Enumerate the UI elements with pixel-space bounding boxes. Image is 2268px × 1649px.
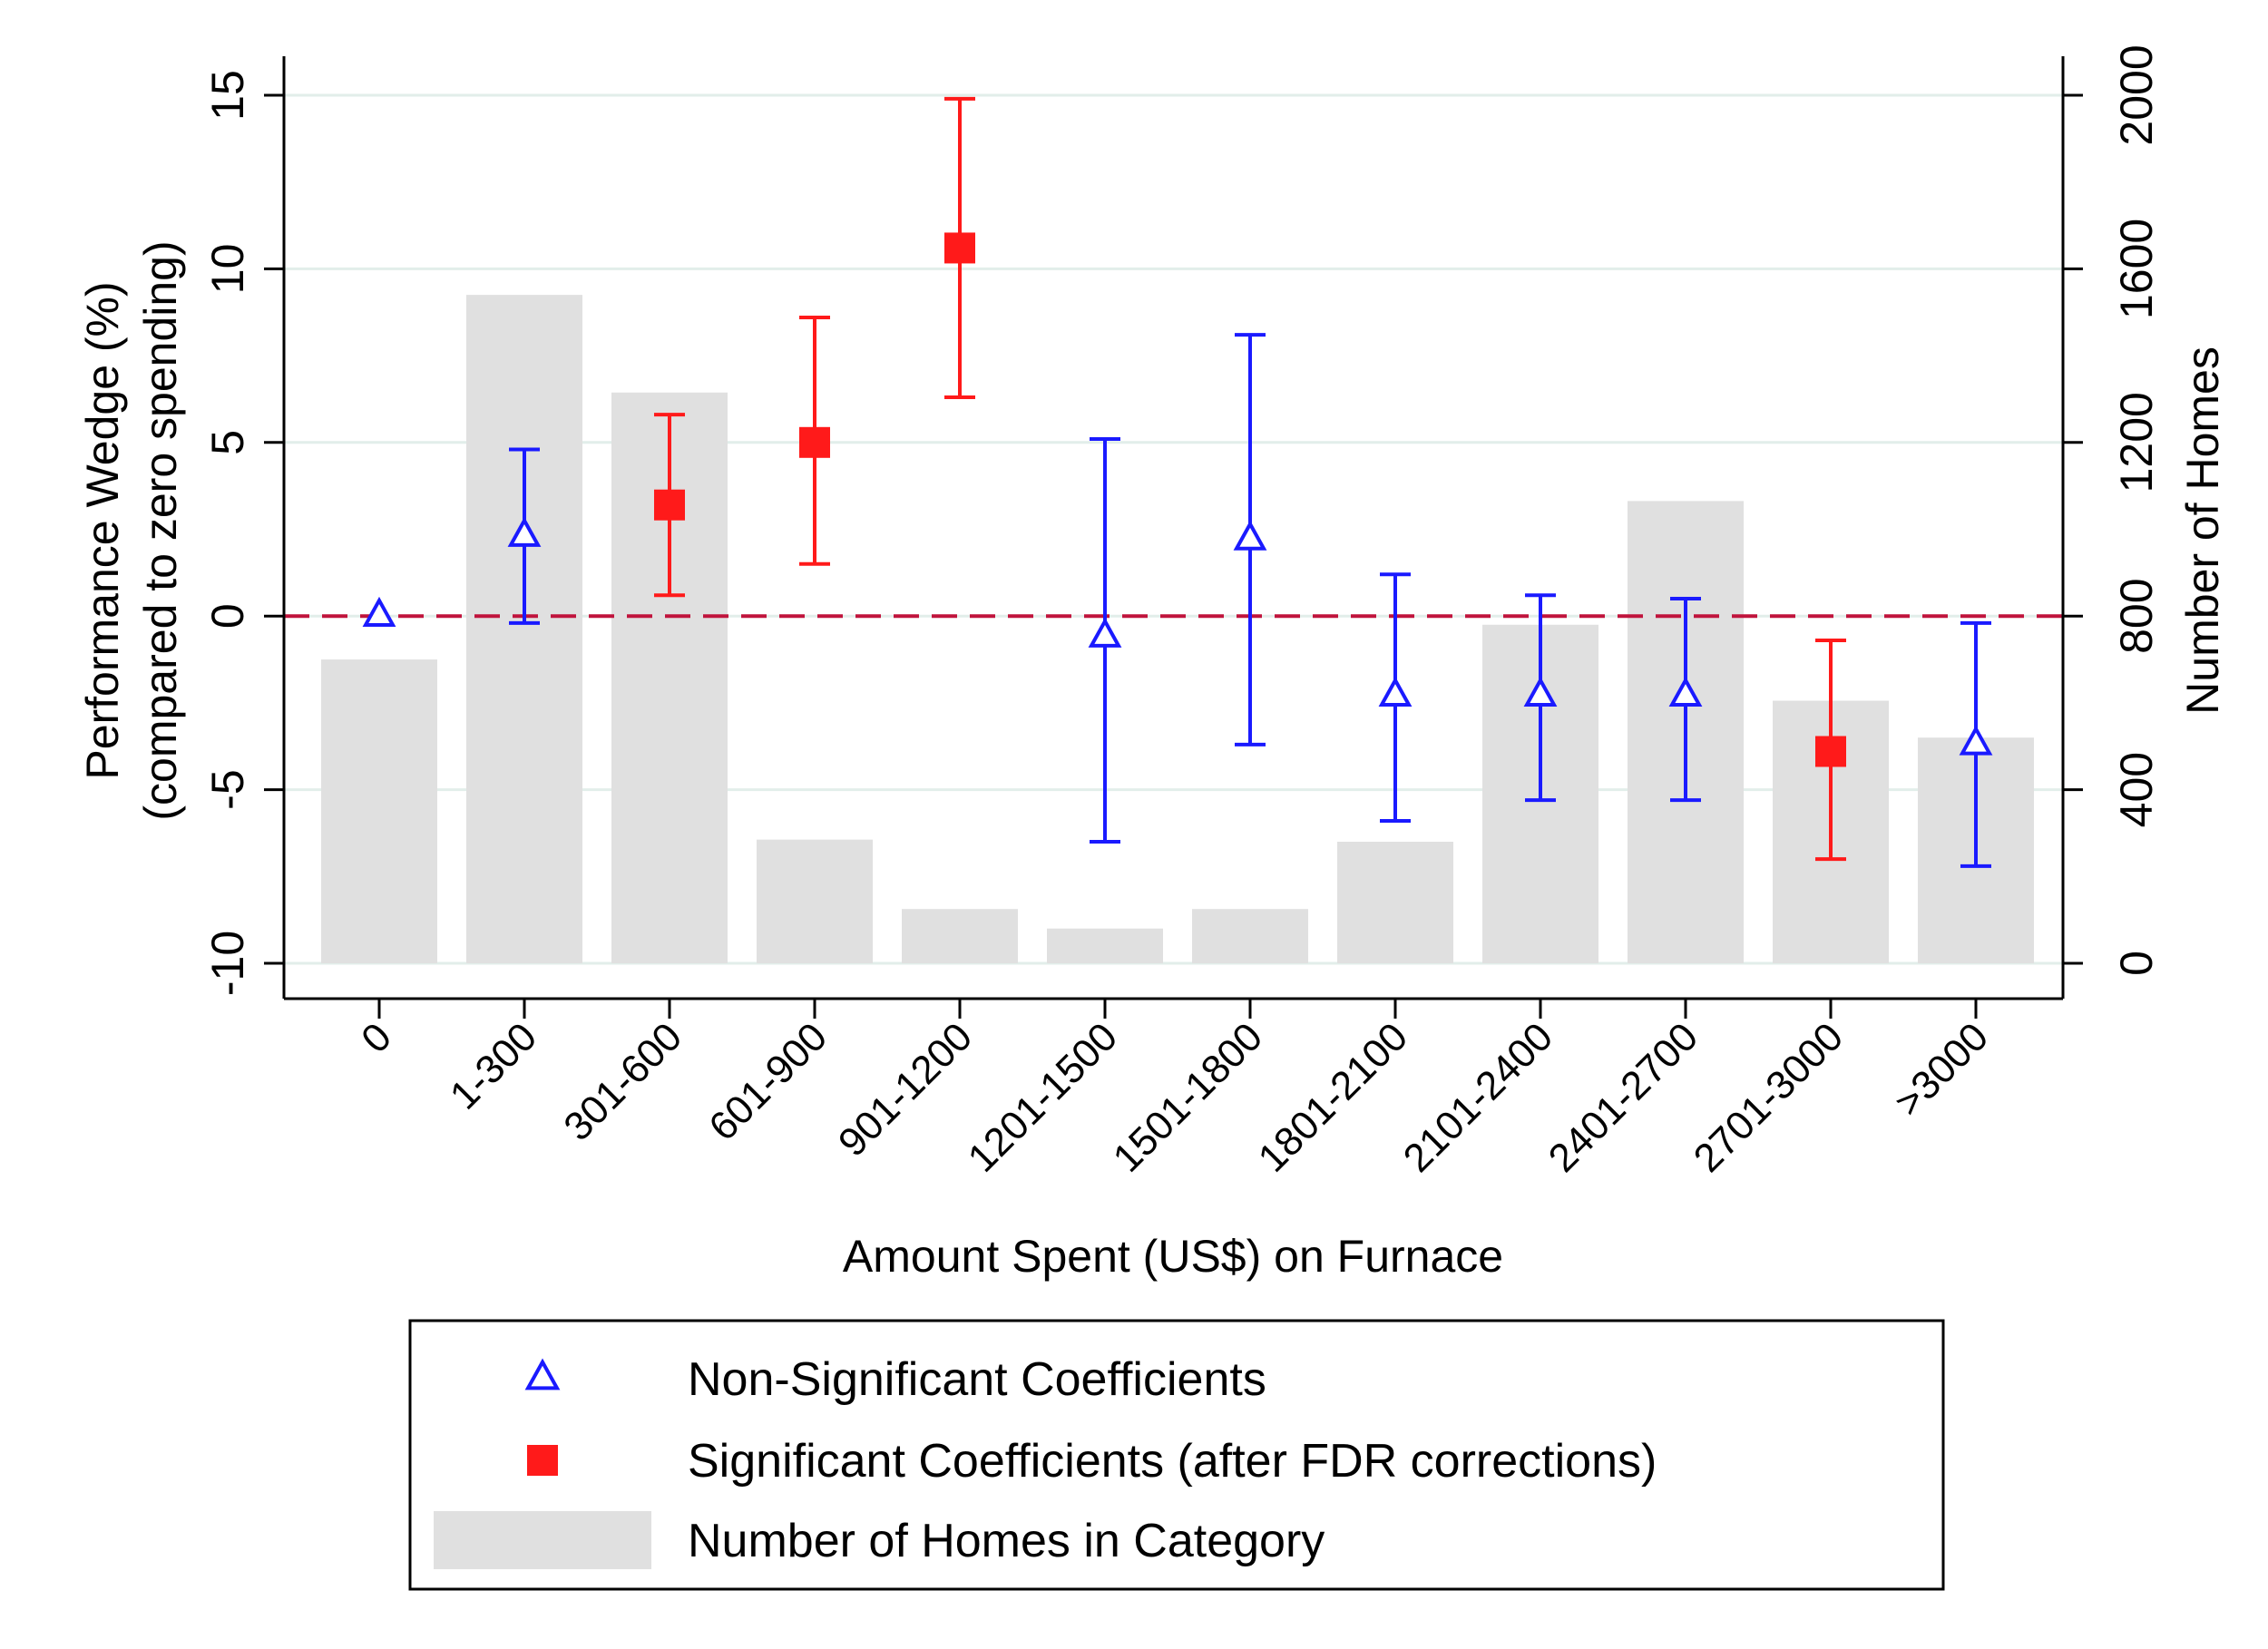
point-nonsignificant-9 xyxy=(1668,676,1703,707)
x-tick-label: 2401-2700 xyxy=(1540,1014,1706,1180)
y-tick-label-left: -10 xyxy=(202,931,253,996)
x-tick-label: 0 xyxy=(353,1014,400,1061)
bar-homes-7 xyxy=(1337,842,1453,963)
y-tick-label-right: 400 xyxy=(2111,752,2162,827)
x-tick-label: >3000 xyxy=(1886,1014,1997,1125)
point-nonsignificant-8 xyxy=(1523,676,1558,707)
bar-homes-5 xyxy=(1047,928,1163,963)
legend-box xyxy=(408,1319,1945,1591)
x-tick-label: 1201-1500 xyxy=(960,1014,1126,1180)
x-tick-label: 1501-1800 xyxy=(1105,1014,1271,1180)
point-nonsignificant-0 xyxy=(362,596,396,627)
point-significant-10 xyxy=(1815,736,1846,767)
bars-layer xyxy=(321,295,2034,964)
y-tick-label-right: 0 xyxy=(2111,951,2162,976)
x-tick-label: 2701-3000 xyxy=(1686,1014,1852,1180)
x-tick-label: 901-1200 xyxy=(830,1014,981,1165)
legend: Non-Significant Coefficients Significant … xyxy=(408,1319,1945,1591)
bar-homes-1 xyxy=(466,295,582,963)
legend-marker-nonsignificant xyxy=(524,1358,561,1390)
x-tick-label: 601-900 xyxy=(700,1014,836,1149)
point-nonsignificant-7 xyxy=(1378,676,1413,707)
bar-homes-4 xyxy=(902,909,1018,963)
point-significant-3 xyxy=(799,426,830,458)
y-tick-label-right: 1600 xyxy=(2111,219,2162,319)
y-tick-label-left: 0 xyxy=(202,603,253,629)
legend-label: Non-Significant Coefficients xyxy=(688,1353,1266,1406)
legend-label: Number of Homes in Category xyxy=(688,1515,1325,1567)
y-tick-label-right: 2000 xyxy=(2111,44,2162,145)
y-tick-label-left: 5 xyxy=(202,430,253,455)
point-nonsignificant-1 xyxy=(507,516,542,547)
point-significant-2 xyxy=(654,489,685,521)
point-nonsignificant-5 xyxy=(1088,617,1122,648)
legend-label: Significant Coefficients (after FDR corr… xyxy=(688,1435,1657,1488)
y-tick-label-left: 10 xyxy=(202,244,253,295)
x-axis-label: Amount Spent (US$) on Furnace xyxy=(843,1231,1503,1282)
y-tick-label-right: 800 xyxy=(2111,578,2162,653)
y-tick-label-left: 15 xyxy=(202,70,253,121)
x-tick-label: 1-300 xyxy=(442,1014,545,1117)
y-tick-label-right: 1200 xyxy=(2111,392,2162,493)
bar-homes-0 xyxy=(321,659,437,963)
y-tick-label-left: -5 xyxy=(202,769,253,809)
x-tick-label: 2101-2400 xyxy=(1395,1014,1561,1180)
bar-homes-3 xyxy=(757,839,873,963)
legend-marker-bar xyxy=(434,1511,651,1569)
bar-homes-6 xyxy=(1192,909,1308,963)
point-nonsignificant-6 xyxy=(1233,520,1267,551)
point-significant-4 xyxy=(944,232,975,264)
legend-marker-significant xyxy=(527,1445,558,1476)
legend-items: Non-Significant Coefficients Significant … xyxy=(434,1353,1657,1569)
y-axis-label-left-line1: Performance Wedge (%) xyxy=(77,281,128,779)
points-layer xyxy=(362,96,1993,868)
y-axis-label-left-line2: (compared to zero spending) xyxy=(135,240,186,820)
x-tick-label: 1801-2100 xyxy=(1250,1014,1416,1180)
point-nonsignificant-11 xyxy=(1959,725,1993,756)
x-tick-label: 301-600 xyxy=(555,1014,690,1149)
y-axis-label-right: Number of Homes xyxy=(2177,346,2228,715)
